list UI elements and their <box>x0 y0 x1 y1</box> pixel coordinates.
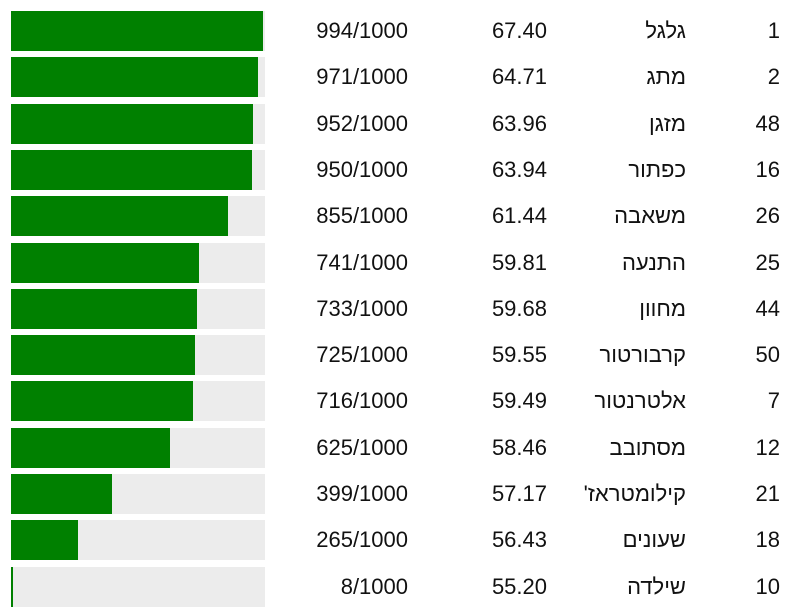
similarity-bar-track <box>11 11 265 51</box>
similarity-bar-track <box>11 520 265 561</box>
similarity-bar-track <box>11 242 265 283</box>
progress-label: 741/1000 <box>316 249 408 275</box>
progress-label: 399/1000 <box>316 481 408 506</box>
similarity-bar-track <box>11 288 265 329</box>
similarity-bar <box>11 566 14 607</box>
similarity: 57.17 <box>491 481 547 506</box>
progress-label: 971/1000 <box>316 64 408 90</box>
similarity: 56.43 <box>491 527 547 553</box>
guess-row: 8/1000 55.20 שילדה 10 <box>0 566 804 607</box>
guess-row: 994/1000 67.40 גלגל 1 <box>0 11 804 51</box>
word: אלטרנטור <box>594 388 686 414</box>
guess-row: 725/1000 59.55 קרבורטור 50 <box>0 335 804 376</box>
similarity: 58.46 <box>491 434 547 460</box>
word: גלגל <box>645 18 686 43</box>
similarity-bar-track <box>11 149 265 190</box>
rank: 48 <box>755 110 780 136</box>
similarity-bar <box>11 335 196 376</box>
guess-row: 265/1000 56.43 שעונים 18 <box>0 520 804 561</box>
similarity-bar <box>11 520 79 561</box>
word: מסתובב <box>609 434 686 460</box>
rank: 50 <box>755 342 780 368</box>
word: שילדה <box>627 573 686 599</box>
similarity: 59.49 <box>491 388 547 414</box>
guess-row: 855/1000 61.44 משאבה 26 <box>0 196 804 237</box>
similarity-bar <box>11 196 229 237</box>
similarity: 59.55 <box>491 342 547 368</box>
word: משאבה <box>614 203 686 229</box>
similarity: 64.71 <box>491 64 547 90</box>
rank: 44 <box>755 295 780 321</box>
progress-label: 950/1000 <box>316 156 408 182</box>
word: מזגן <box>648 110 686 136</box>
guess-row: 952/1000 63.96 מזגן 48 <box>0 103 804 144</box>
similarity: 67.40 <box>491 18 547 43</box>
similarity-bar <box>11 149 253 190</box>
similarity-bar-track <box>11 381 265 422</box>
progress-label: 952/1000 <box>316 110 408 136</box>
guess-row: 950/1000 63.94 כפתור 16 <box>0 149 804 190</box>
similarity-bar <box>11 474 113 514</box>
similarity: 63.94 <box>491 156 547 182</box>
similarity: 55.20 <box>491 573 547 599</box>
similarity-bar <box>11 57 258 98</box>
similarity-bar <box>11 288 198 329</box>
similarity-bar <box>11 427 170 468</box>
similarity-bar-track <box>11 103 265 144</box>
progress-label: 855/1000 <box>316 203 408 229</box>
progress-label: 716/1000 <box>316 388 408 414</box>
word: כפתור <box>628 156 686 182</box>
similarity: 59.68 <box>491 295 547 321</box>
progress-label: 625/1000 <box>316 434 408 460</box>
similarity-bar <box>11 381 193 422</box>
guess-row: 716/1000 59.49 אלטרנטור 7 <box>0 381 804 422</box>
word: מתג <box>646 64 686 90</box>
rank: 12 <box>755 434 780 460</box>
similarity-bar-track <box>11 427 265 468</box>
word: קרבורטור <box>599 342 686 368</box>
guess-row: 733/1000 59.68 מחוון 44 <box>0 288 804 329</box>
rank: 16 <box>755 156 780 182</box>
similarity: 63.96 <box>491 110 547 136</box>
word: קילומטראז' <box>583 481 686 506</box>
progress-label: 265/1000 <box>316 527 408 553</box>
progress-label: 8/1000 <box>340 573 408 599</box>
rank: 26 <box>755 203 780 229</box>
guess-row: 741/1000 59.81 התנעה 25 <box>0 242 804 283</box>
rank: 21 <box>755 481 780 506</box>
guess-row: 625/1000 58.46 מסתובב 12 <box>0 427 804 468</box>
guess-row: 971/1000 64.71 מתג 2 <box>0 57 804 98</box>
word: התנעה <box>621 249 686 275</box>
progress-label: 725/1000 <box>316 342 408 368</box>
similarity: 61.44 <box>491 203 547 229</box>
word: מחוון <box>639 295 686 321</box>
rank: 10 <box>755 573 780 599</box>
similarity-bar <box>11 242 200 283</box>
rank: 7 <box>767 388 780 414</box>
similarity-bar-track <box>11 335 265 376</box>
rank: 18 <box>755 527 780 553</box>
guess-row: 399/1000 57.17 קילומטראז' 21 <box>0 474 804 514</box>
similarity-bar-track <box>11 474 265 514</box>
progress-label: 733/1000 <box>316 295 408 321</box>
progress-label: 994/1000 <box>316 18 408 43</box>
rank: 1 <box>767 18 780 43</box>
similarity-bar <box>11 103 253 144</box>
word: שעונים <box>622 527 686 553</box>
similarity: 59.81 <box>491 249 547 275</box>
rank: 2 <box>767 64 780 90</box>
similarity-bar-track <box>11 566 265 607</box>
similarity-bar-track <box>11 57 265 98</box>
rank: 25 <box>755 249 780 275</box>
similarity-bar <box>11 11 264 51</box>
similarity-bar-track <box>11 196 265 237</box>
